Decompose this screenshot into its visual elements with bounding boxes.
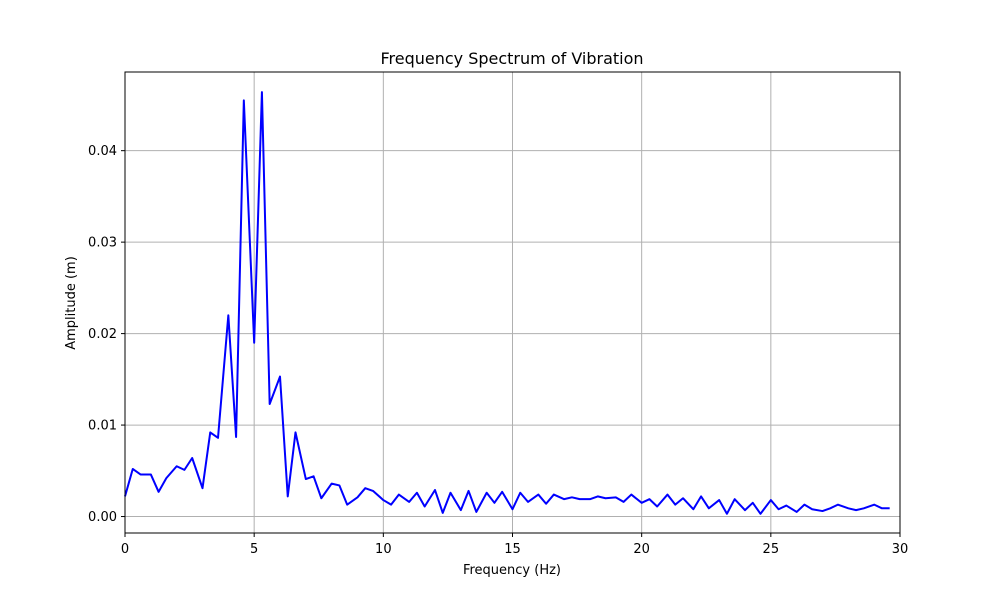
y-tick-label: 0.02: [88, 327, 117, 342]
x-tick-label: 5: [250, 542, 258, 557]
y-tick-label: 0.01: [88, 419, 117, 434]
y-tick-label: 0.03: [88, 236, 117, 251]
x-tick-label: 30: [892, 542, 909, 557]
x-tick-label: 25: [763, 542, 780, 557]
chart-title: Frequency Spectrum of Vibration: [380, 49, 643, 68]
y-axis: 0.00 0.01 0.02 0.03 0.04: [88, 144, 125, 525]
grid-lines: [124, 72, 901, 533]
y-tick-label: 0.00: [88, 510, 117, 525]
x-tick-label: 10: [375, 542, 392, 557]
x-tick-label: 0: [121, 542, 129, 557]
x-tick-label: 15: [504, 542, 521, 557]
series-line: [124, 91, 890, 515]
x-axis-label: Frequency (Hz): [463, 563, 561, 578]
x-tick-label: 20: [633, 542, 650, 557]
y-axis-label: Amplitude (m): [64, 256, 79, 350]
y-tick-label: 0.04: [88, 144, 117, 159]
plot-area: [124, 91, 890, 515]
x-axis: 0 5 10 15 20 25 30: [121, 533, 908, 557]
